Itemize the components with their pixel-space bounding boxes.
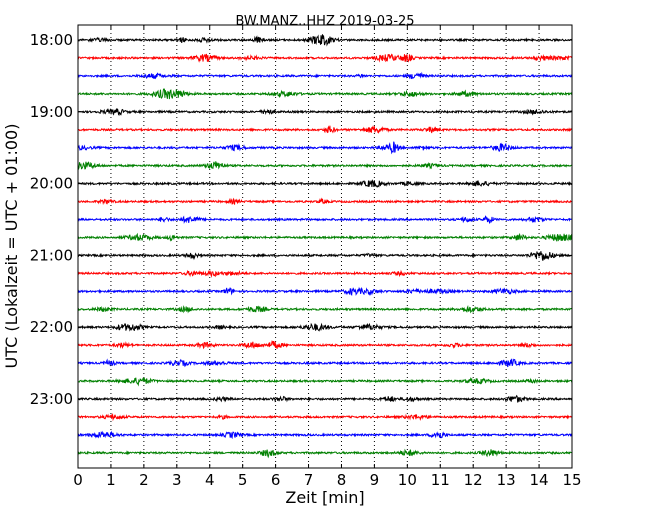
seismic-trace — [77, 269, 573, 278]
x-axis-label: Zeit [min] — [285, 488, 364, 507]
x-tick-label: 9 — [370, 471, 380, 489]
seismic-trace — [77, 88, 573, 100]
x-tick-label: 5 — [238, 471, 248, 489]
seismic-trace — [77, 413, 573, 422]
seismic-trace — [77, 125, 573, 134]
chart-title: BW.MANZ..HHZ 2019-03-25 — [235, 14, 414, 29]
seismic-trace — [77, 322, 573, 332]
y-tick-label: 18:00 — [30, 31, 73, 49]
x-tick-label: 4 — [205, 471, 215, 489]
seismic-trace — [77, 215, 573, 224]
x-tick-label: 13 — [497, 471, 516, 489]
x-tick-label: 7 — [304, 471, 314, 489]
x-tick-label: 1 — [106, 471, 116, 489]
seismic-trace — [77, 358, 573, 368]
x-tick-label: 11 — [431, 471, 450, 489]
y-tick-label: 23:00 — [30, 390, 73, 408]
x-tick-label: 3 — [172, 471, 182, 489]
seismic-trace — [77, 141, 573, 155]
seismic-trace — [77, 251, 573, 261]
x-grid — [110, 25, 540, 468]
x-tick-label: 6 — [271, 471, 281, 489]
seismic-trace — [77, 53, 573, 63]
x-tick-label: 2 — [139, 471, 149, 489]
seismic-trace — [77, 340, 573, 350]
seismic-trace — [77, 232, 573, 243]
seismic-trace — [77, 108, 573, 117]
y-tick-label: 20:00 — [30, 175, 73, 193]
seismic-trace — [77, 286, 573, 297]
seismic-trace — [77, 179, 573, 188]
seismic-trace — [77, 430, 573, 440]
seismic-trace — [77, 161, 573, 171]
seismic-trace — [77, 376, 573, 387]
x-tick-label: 10 — [398, 471, 417, 489]
seismic-traces — [77, 34, 573, 459]
plot-frame — [77, 24, 573, 469]
seismic-trace — [77, 448, 573, 459]
y-tick-label: 21:00 — [30, 246, 73, 264]
seismic-trace — [77, 305, 573, 314]
x-tick-label: 12 — [464, 471, 483, 489]
x-tick-label: 0 — [73, 471, 83, 489]
seismic-trace — [77, 197, 573, 206]
seismic-trace — [77, 394, 573, 403]
y-tick-label: 22:00 — [30, 318, 73, 336]
seismic-trace — [77, 34, 573, 47]
x-tick-label: 15 — [562, 471, 581, 489]
seismic-trace — [77, 71, 573, 80]
x-tick-label: 14 — [530, 471, 549, 489]
y-axis-label: UTC (Lokalzeit = UTC + 01:00) — [2, 124, 21, 369]
x-tick-label: 8 — [337, 471, 347, 489]
y-ticks: 18:00 19:00 20:00 21:00 22:00 23:00 — [30, 31, 572, 408]
y-tick-label: 19:00 — [30, 103, 73, 121]
x-ticks: 0 1 2 3 4 5 6 7 8 9 10 11 12 13 14 15 — [73, 25, 582, 489]
